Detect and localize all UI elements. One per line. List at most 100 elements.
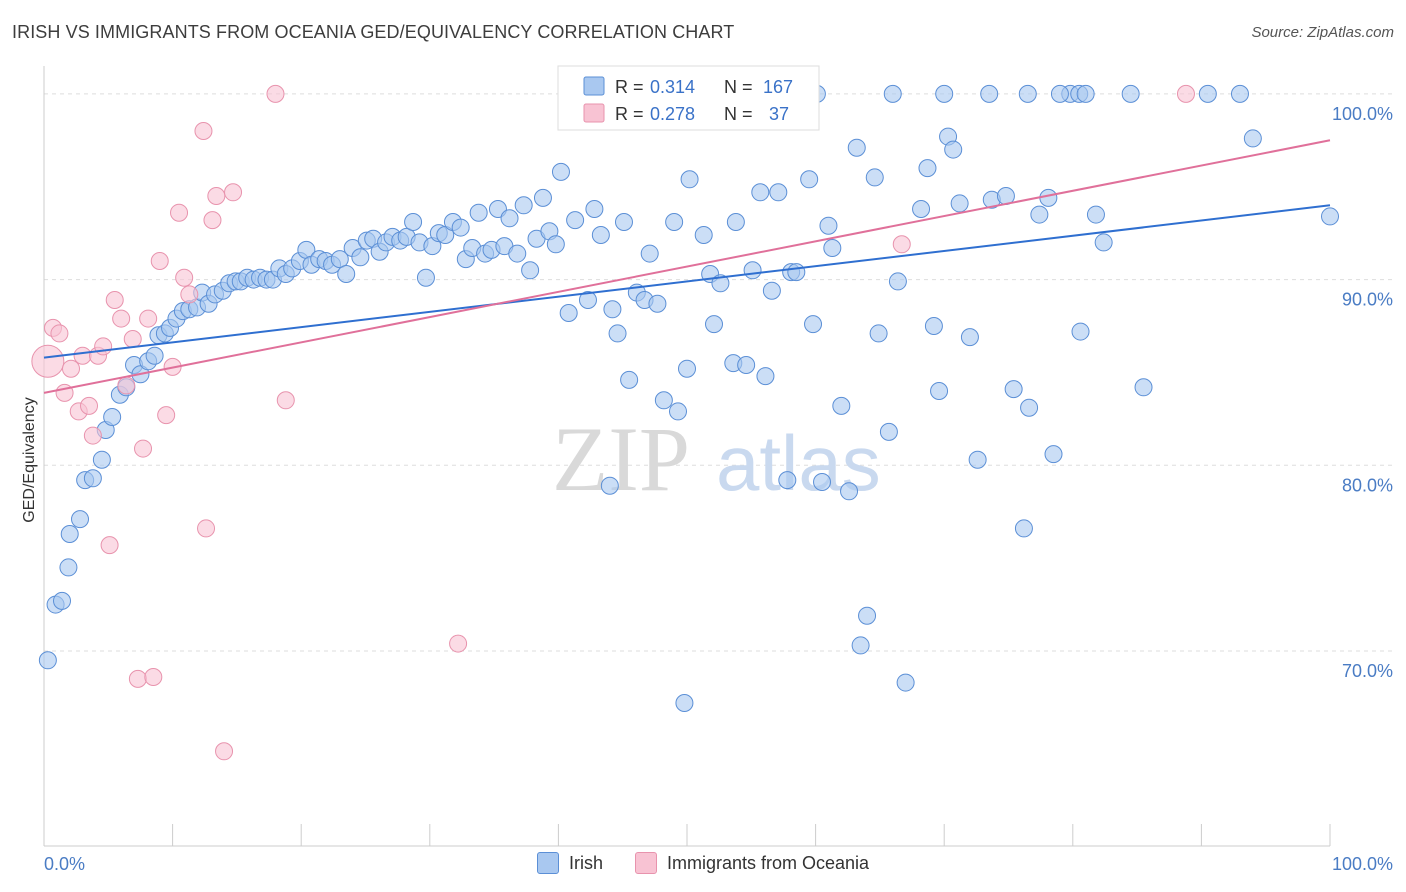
legend-item-oceania: Immigrants from Oceania [634, 852, 869, 874]
x-tick-label-right: 100.0% [1332, 854, 1393, 874]
irish-point [711, 274, 730, 293]
y-tick-label-1: 90.0% [1342, 290, 1393, 310]
oceania-point [175, 268, 194, 287]
irish-point [640, 244, 659, 263]
irish-point [918, 159, 937, 178]
oceania-point [80, 396, 99, 415]
oceania-point [1176, 84, 1195, 103]
legend-swatch-oceania-bottom [634, 852, 657, 874]
irish-point [840, 482, 859, 501]
irish-point [546, 235, 565, 254]
irish-point [751, 183, 770, 202]
irish-point [888, 272, 907, 291]
irish-point [823, 239, 842, 257]
irish-point [559, 304, 578, 322]
oceania-point [144, 668, 163, 686]
irish-point [620, 370, 639, 389]
irish-point [743, 261, 762, 280]
irish-point [1050, 84, 1069, 103]
grid-lines [44, 93, 1392, 652]
irish-point [1014, 519, 1033, 538]
oceania-point [449, 634, 468, 653]
oceania-point [128, 669, 147, 688]
irish-point [813, 473, 832, 491]
legend-swatch-irish [583, 76, 605, 96]
watermark: ZIP atlas [552, 408, 881, 510]
irish-point [968, 450, 987, 469]
legend-item-irish: Irish [536, 852, 603, 874]
irish-point [678, 359, 696, 378]
oceania-point [197, 519, 216, 538]
irish-point [416, 268, 435, 287]
irish-point [533, 188, 552, 207]
irish-point [1004, 380, 1023, 399]
oceania-point [224, 183, 243, 202]
irish-point [60, 525, 79, 543]
irish-point [924, 317, 943, 335]
irish-point [92, 450, 111, 469]
irish-point [514, 196, 533, 215]
irish-point [694, 226, 713, 244]
irish-point [351, 248, 370, 267]
oceania-point [50, 324, 69, 343]
irish-point [1044, 445, 1063, 464]
irish-point [585, 200, 604, 218]
irish-point [787, 263, 806, 282]
legend-n-label-irish: N = [724, 77, 753, 97]
irish-point [1321, 207, 1339, 226]
irish-point [1243, 129, 1262, 148]
irish-point [508, 244, 527, 263]
irish-point [737, 356, 756, 374]
irish-point [648, 294, 667, 313]
legend-label-irish: Irish [568, 852, 603, 873]
irish-point [1121, 84, 1140, 103]
oceania-point [207, 187, 226, 205]
irish-point [1076, 84, 1095, 103]
irish-point [566, 211, 585, 230]
irish-point [600, 476, 619, 495]
irish-point [608, 324, 627, 343]
legend-swatch-irish-bottom [536, 852, 559, 874]
oceania-point [123, 330, 142, 348]
irish-point [778, 471, 797, 490]
irish-point [1030, 205, 1049, 224]
irish-point [665, 213, 684, 231]
irish-point [451, 218, 470, 237]
irish-point [603, 300, 622, 319]
irish-point [858, 606, 877, 625]
irish-point [145, 346, 164, 365]
irish-point [705, 315, 724, 334]
y-tick-labels: 100.0% 90.0% 80.0% 70.0% [1332, 104, 1393, 681]
oceania-point [180, 285, 199, 304]
irish-point [756, 367, 775, 386]
legend-r-label-oceania: R = [615, 104, 644, 124]
irish-point [1071, 322, 1090, 341]
oceania-point [892, 235, 911, 254]
oceania-point [73, 346, 92, 365]
x-tick-label-left: 0.0% [44, 854, 85, 874]
oceania-point [170, 203, 189, 222]
oceania-point [157, 406, 176, 425]
irish-point [851, 636, 870, 655]
legend-n-label-oceania: N = [724, 104, 753, 124]
trend-lines [43, 139, 1331, 394]
irish-point [500, 209, 519, 228]
irish-points [38, 84, 1339, 712]
irish-point [578, 291, 597, 309]
y-tick-label-2: 80.0% [1342, 475, 1393, 495]
legend-bottom: Irish Immigrants from Oceania [0, 852, 1406, 874]
irish-point [1230, 84, 1249, 103]
irish-point [726, 213, 745, 231]
irish-point [930, 382, 949, 400]
irish-trend-line [43, 204, 1331, 359]
irish-point [847, 138, 866, 157]
irish-point [53, 591, 72, 610]
irish-point [1198, 84, 1217, 103]
irish-point [521, 261, 540, 280]
oceania-trend-line [43, 139, 1331, 394]
irish-point [38, 651, 57, 670]
oceania-point [266, 84, 285, 103]
oceania-point [100, 536, 119, 555]
oceania-point [31, 344, 65, 378]
irish-point [865, 168, 884, 187]
